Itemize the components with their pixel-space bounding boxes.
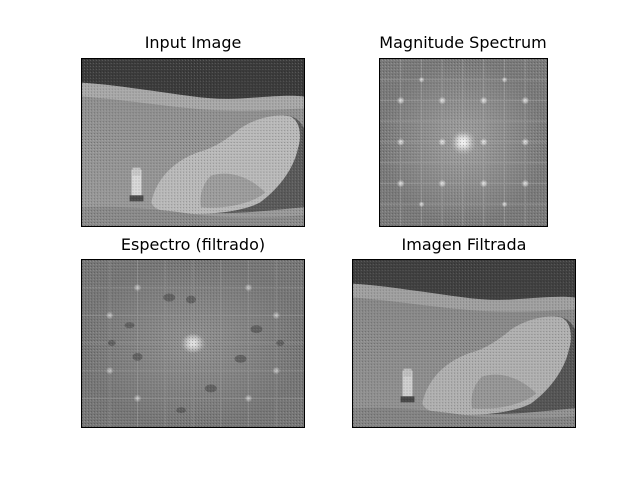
filtered-spectrum <box>82 260 304 427</box>
filtered-spectrum-panel <box>81 259 305 428</box>
filtered-image <box>353 260 575 427</box>
filtered-spectrum-title: Espectro (filtrado) <box>120 235 266 254</box>
filtered-image-title: Imagen Filtrada <box>401 235 527 254</box>
magnitude-spectrum <box>380 59 547 226</box>
filtered-image-panel <box>352 259 576 428</box>
input-image-panel <box>81 58 305 227</box>
input-image-title: Input Image <box>144 33 242 52</box>
magnitude-spectrum-panel <box>379 58 548 227</box>
magnitude-spectrum-title: Magnitude Spectrum <box>379 33 547 52</box>
input-image <box>82 59 304 226</box>
